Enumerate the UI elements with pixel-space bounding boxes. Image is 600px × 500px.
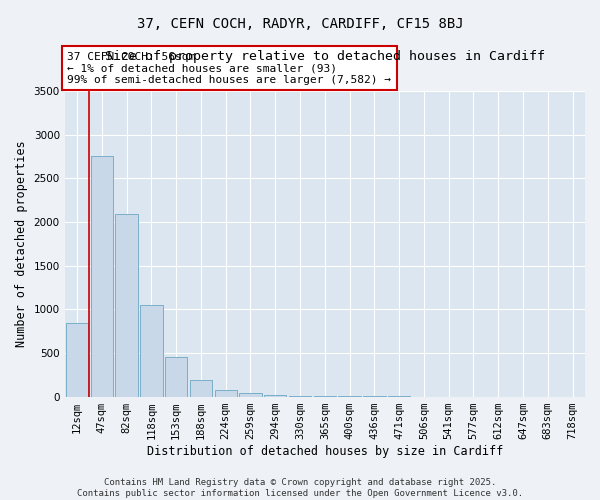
Bar <box>140 305 163 396</box>
Bar <box>239 393 262 396</box>
Bar <box>66 323 88 396</box>
Bar <box>91 156 113 396</box>
Y-axis label: Number of detached properties: Number of detached properties <box>15 140 28 347</box>
Title: Size of property relative to detached houses in Cardiff: Size of property relative to detached ho… <box>105 50 545 64</box>
Bar <box>165 358 187 397</box>
Text: 37, CEFN COCH, RADYR, CARDIFF, CF15 8BJ: 37, CEFN COCH, RADYR, CARDIFF, CF15 8BJ <box>137 18 463 32</box>
Bar <box>115 214 138 396</box>
X-axis label: Distribution of detached houses by size in Cardiff: Distribution of detached houses by size … <box>147 444 503 458</box>
Bar <box>190 380 212 396</box>
Text: 37 CEFN COCH: 56sqm
← 1% of detached houses are smaller (93)
99% of semi-detache: 37 CEFN COCH: 56sqm ← 1% of detached hou… <box>67 52 391 85</box>
Text: Contains HM Land Registry data © Crown copyright and database right 2025.
Contai: Contains HM Land Registry data © Crown c… <box>77 478 523 498</box>
Bar <box>215 390 237 396</box>
